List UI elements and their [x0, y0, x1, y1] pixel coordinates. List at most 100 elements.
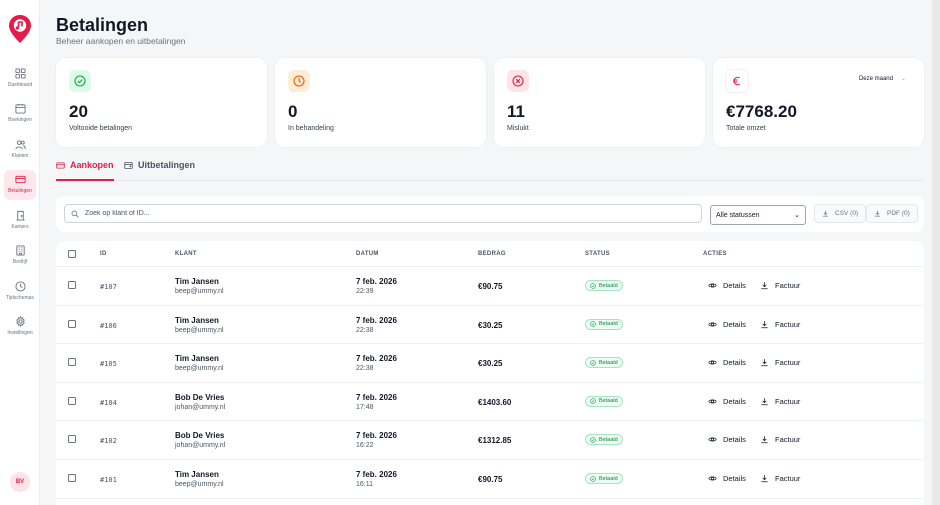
- payment-amount: €90.75: [478, 475, 503, 484]
- details-button[interactable]: Details: [708, 320, 746, 329]
- export-pdf-button[interactable]: PDF (0): [866, 204, 918, 223]
- check-circle-icon: [590, 359, 596, 366]
- door-icon: [15, 210, 25, 221]
- tab-uitbetalingen[interactable]: Uitbetalingen: [124, 158, 195, 181]
- sidebar-item-klanten[interactable]: Klanten: [4, 135, 36, 165]
- grid-icon: [14, 68, 26, 79]
- sidebar-item-instellingen[interactable]: Instellingen: [4, 312, 36, 342]
- invoice-button[interactable]: Factuur: [760, 320, 800, 329]
- invoice-button[interactable]: Factuur: [760, 397, 800, 406]
- export-csv-button[interactable]: CSV (0): [814, 204, 867, 223]
- invoice-label: Factuur: [775, 358, 801, 368]
- row-checkbox[interactable]: [68, 358, 76, 367]
- tab-aankopen[interactable]: Aankopen: [56, 158, 114, 181]
- search-field[interactable]: [64, 204, 702, 223]
- sidebar-item-dashboard[interactable]: Dashboard: [4, 64, 36, 94]
- gear-icon: [15, 316, 25, 327]
- column-header-datum[interactable]: DATUM: [356, 251, 379, 257]
- invoice-button[interactable]: Factuur: [760, 435, 800, 444]
- table-row[interactable]: #104 Bob De Vries johan@ummy.nl 7 feb. 2026…: [56, 383, 924, 422]
- invoice-button[interactable]: Factuur: [760, 358, 800, 367]
- download-icon: [761, 397, 768, 405]
- chevron-down-icon: ⌄: [900, 76, 906, 82]
- row-checkbox[interactable]: [68, 474, 76, 482]
- row-checkbox[interactable]: [68, 435, 76, 444]
- tab-label: Uitbetalingen: [138, 160, 196, 170]
- stat-value: 11: [507, 102, 525, 121]
- table-row[interactable]: #101 Tim Jansen beep@ummy.nl 7 feb. 2026 16:…: [56, 460, 924, 499]
- tabs: Aankopen Uitbetalingen: [56, 158, 924, 181]
- stat-card-completed: 20 Voltooide betalingen: [56, 58, 267, 147]
- customer-name: Bob De Vries: [175, 431, 225, 441]
- customer-email: beep@ummy.nl: [175, 326, 224, 334]
- sidebar-item-tijdschemas[interactable]: Tijdschemas: [4, 277, 36, 307]
- select-all-checkbox[interactable]: [68, 250, 76, 258]
- export-csv-label: CSV (0): [835, 210, 859, 217]
- sidebar-item-betalingen[interactable]: Betalingen: [4, 170, 36, 200]
- status-label: Betaald: [599, 321, 618, 328]
- column-header-status[interactable]: STATUS: [585, 251, 610, 257]
- row-checkbox[interactable]: [68, 319, 76, 328]
- status-select-value: Alle statussen: [716, 211, 760, 219]
- table-row[interactable]: #105 Tim Jansen beep@ummy.nl 7 feb. 2026 22:…: [56, 344, 924, 383]
- sidebar-item-boekingen[interactable]: Boekingen: [4, 99, 36, 129]
- download-icon: [761, 436, 768, 444]
- table-row[interactable]: #102 Bob De Vries johan@ummy.nl 7 feb. 2026…: [56, 421, 924, 460]
- status-label: Betaald: [599, 398, 618, 405]
- payment-amount: €30.25: [478, 359, 503, 369]
- customer-name: Tim Jansen: [175, 470, 219, 479]
- check-circle-icon: [590, 282, 596, 289]
- payment-date: 7 feb. 2026: [356, 392, 397, 402]
- table-row[interactable]: #106 Tim Jansen beep@ummy.nl 7 feb. 2026 22:…: [56, 306, 924, 345]
- payment-time: 17:48: [356, 403, 374, 411]
- check-circle-icon: [69, 70, 91, 92]
- invoice-button[interactable]: Factuur: [760, 474, 800, 483]
- table-header: ID KLANT DATUM BEDRAG STATUS ACTIES: [56, 241, 924, 267]
- row-checkbox[interactable]: [68, 281, 76, 289]
- details-label: Details: [723, 396, 746, 406]
- details-button[interactable]: Details: [708, 435, 746, 444]
- credit-card-icon: [56, 162, 65, 169]
- details-button[interactable]: Details: [708, 358, 746, 367]
- check-circle-icon: [590, 475, 596, 482]
- stat-label: Mislukt: [507, 125, 529, 132]
- logo-icon[interactable]: [8, 14, 32, 44]
- details-button[interactable]: Details: [708, 281, 746, 290]
- table-row[interactable]: #107 Tim Jansen beep@ummy.nl 7 feb. 2026 22:…: [56, 267, 924, 306]
- search-input[interactable]: [85, 210, 685, 217]
- sidebar-item-label: Kamers: [11, 224, 29, 230]
- details-button[interactable]: Details: [708, 397, 746, 406]
- period-dropdown[interactable]: Deze maand ⌄: [859, 75, 906, 83]
- row-checkbox[interactable]: [68, 396, 76, 405]
- eye-icon: [708, 322, 717, 327]
- customer-name: Tim Jansen: [175, 354, 219, 364]
- sidebar-item-label: Boekingen: [8, 117, 32, 123]
- column-header-klant[interactable]: KLANT: [175, 251, 197, 257]
- details-button[interactable]: Details: [708, 474, 746, 483]
- euro-icon: [726, 70, 748, 92]
- sidebar-item-label: Instellingen: [7, 330, 33, 336]
- status-badge: Betaald: [585, 318, 623, 330]
- customer-email: beep@ummy.nl: [175, 288, 224, 295]
- details-label: Details: [723, 474, 746, 483]
- customer-name: Bob De Vries: [175, 392, 225, 402]
- payment-time: 16:11: [356, 481, 373, 488]
- column-header-id[interactable]: ID: [100, 251, 107, 257]
- sidebar-item-kamers[interactable]: Kamers: [4, 206, 36, 236]
- payment-date: 7 feb. 2026: [356, 315, 397, 325]
- clock-icon: [288, 70, 310, 92]
- invoice-button[interactable]: Factuur: [760, 281, 800, 290]
- scrollbar-track[interactable]: [932, 0, 940, 505]
- sidebar-item-bedrijf[interactable]: Bedrijf: [4, 241, 36, 271]
- status-select[interactable]: Alle statussen ⌄: [710, 205, 806, 225]
- stat-card-pending: 0 In behandeling: [275, 58, 486, 147]
- chevron-down-icon: ⌄: [794, 212, 800, 219]
- stat-label: In behandeling: [288, 125, 334, 132]
- payment-date: 7 feb. 2026: [356, 431, 397, 441]
- payment-date: 7 feb. 2026: [356, 470, 397, 479]
- column-header-bedrag[interactable]: BEDRAG: [478, 251, 506, 257]
- calendar-icon: [14, 103, 26, 114]
- payment-amount: €1312.85: [478, 436, 512, 446]
- avatar[interactable]: BV: [10, 472, 30, 492]
- page-subtitle: Beheer aankopen en uitbetalingen: [56, 36, 186, 46]
